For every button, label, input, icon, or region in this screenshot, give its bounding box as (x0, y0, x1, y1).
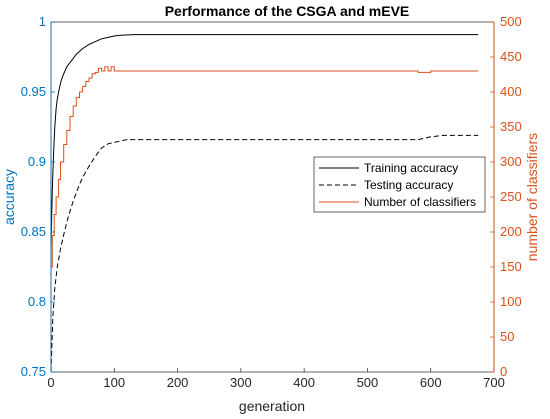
y-right-tick-label: 250 (500, 189, 522, 204)
legend: Training accuracy Testing accuracy Numbe… (313, 156, 486, 213)
legend-box (313, 156, 486, 213)
y-axis-right-label: number of classifiers (524, 133, 540, 261)
x-tick-label: 0 (47, 375, 54, 390)
x-axis: 0 100 200 300 400 500 600 700 (47, 368, 505, 390)
y-axis-left-label: accuracy (1, 169, 17, 225)
y-left-tick-label: 0.8 (28, 294, 46, 309)
x-tick-label: 600 (420, 375, 442, 390)
series-line-1 (50, 134, 479, 373)
x-tick-label: 400 (293, 375, 315, 390)
y-axis-right: 0 50 100 150 200 250 300 350 400 450 500 (490, 14, 522, 379)
series-line-2 (51, 66, 479, 268)
y-right-tick-label: 150 (500, 259, 522, 274)
legend-label-training: Training accuracy (364, 161, 458, 175)
y-right-tick-label: 300 (500, 154, 522, 169)
legend-label-classifiers: Number of classifiers (364, 195, 476, 209)
x-tick-label: 500 (357, 375, 379, 390)
x-tick-label: 200 (167, 375, 189, 390)
y-right-tick-label: 0 (500, 364, 507, 379)
y-left-tick-label: 0.85 (21, 224, 46, 239)
y-right-tick-label: 50 (500, 329, 514, 344)
legend-label-testing: Testing accuracy (364, 178, 453, 192)
y-left-tick-label: 1 (39, 14, 46, 29)
x-axis-label: generation (239, 398, 305, 414)
y-right-tick-label: 100 (500, 294, 522, 309)
y-right-tick-label: 200 (500, 224, 522, 239)
y-left-tick-label: 0.95 (21, 84, 46, 99)
y-left-tick-label: 0.75 (21, 364, 46, 379)
x-tick-label: 300 (230, 375, 252, 390)
x-tick-label: 100 (103, 375, 125, 390)
y-left-tick-label: 0.9 (28, 154, 46, 169)
y-right-tick-label: 400 (500, 84, 522, 99)
y-right-tick-label: 450 (500, 49, 522, 64)
y-axis-left: 0.75 0.8 0.85 0.9 0.95 1 (21, 14, 55, 379)
y-right-tick-label: 350 (500, 119, 522, 134)
y-right-tick-label: 500 (500, 14, 522, 29)
series-line-0 (50, 34, 479, 247)
x-tick-label: 700 (483, 375, 505, 390)
chart-title: Performance of the CSGA and mEVE (165, 3, 410, 19)
series-layer (50, 34, 479, 373)
